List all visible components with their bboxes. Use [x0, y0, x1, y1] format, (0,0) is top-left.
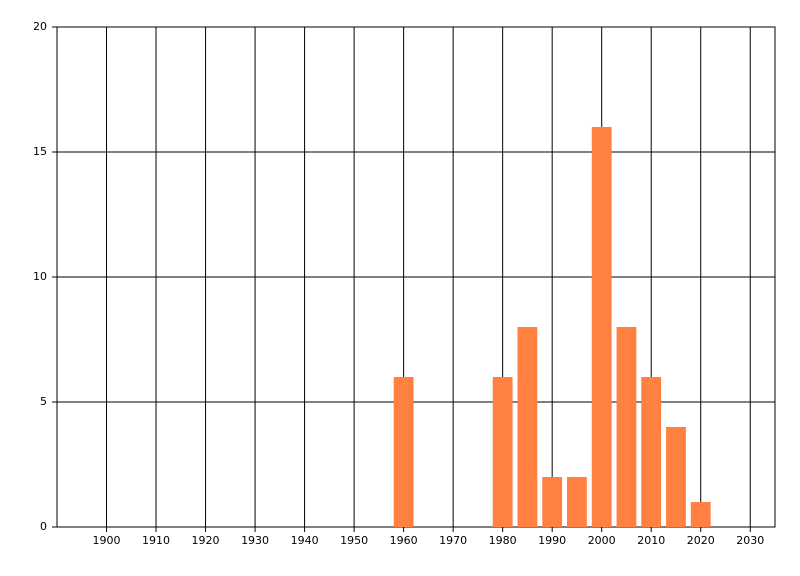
x-tick-label: 1910 [142, 534, 170, 547]
bar [492, 377, 513, 527]
x-tick-label: 2010 [637, 534, 665, 547]
y-tick-label: 15 [33, 145, 47, 158]
bar [517, 327, 538, 527]
x-tick-label: 1930 [241, 534, 269, 547]
x-tick-label: 1990 [538, 534, 566, 547]
y-tick-label: 0 [40, 520, 47, 533]
y-tick-label: 10 [33, 270, 47, 283]
bar [641, 377, 662, 527]
bar [616, 327, 637, 527]
x-tick-label: 1970 [439, 534, 467, 547]
x-tick-label: 2020 [687, 534, 715, 547]
bar [591, 127, 612, 527]
x-tick-label: 1920 [192, 534, 220, 547]
bar [542, 477, 563, 527]
bar [666, 427, 686, 527]
x-tick-label: 1950 [340, 534, 368, 547]
x-tick-label: 2000 [588, 534, 616, 547]
x-tick-label: 2030 [736, 534, 764, 547]
y-tick-label: 5 [40, 395, 47, 408]
y-tick-label: 20 [33, 20, 47, 33]
x-tick-label: 1960 [390, 534, 418, 547]
x-tick-label: 1940 [291, 534, 319, 547]
x-tick-label: 1900 [93, 534, 121, 547]
bar [567, 477, 587, 527]
bar [393, 377, 414, 527]
bar [690, 502, 711, 527]
x-tick-label: 1980 [489, 534, 517, 547]
